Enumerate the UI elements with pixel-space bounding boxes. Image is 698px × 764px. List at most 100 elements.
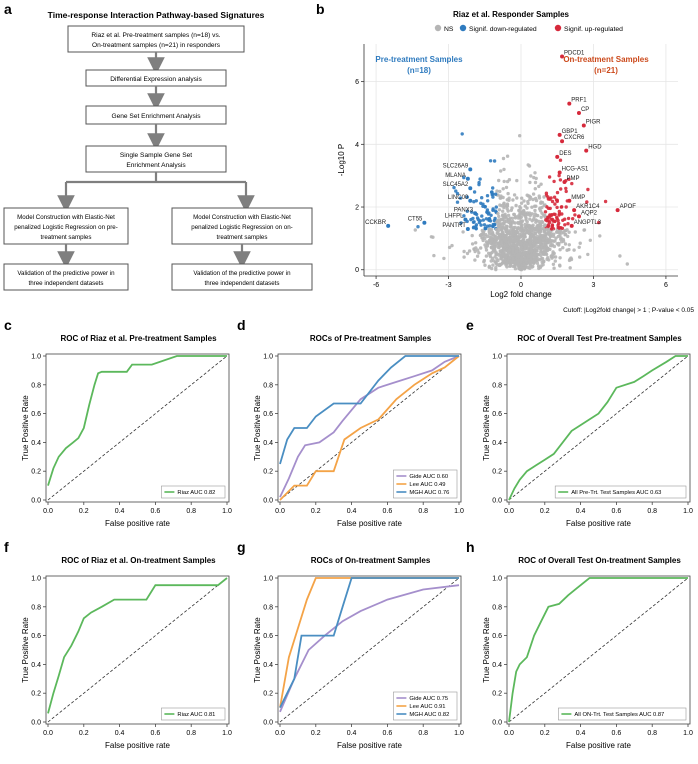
gene-point xyxy=(615,208,620,213)
roc-xlabel: False positive rate xyxy=(105,519,170,528)
flow-left-model-l2: penalized Logistic Regression on pre- xyxy=(14,224,118,231)
volcano-point xyxy=(527,229,531,233)
roc-title: ROC of Riaz et al. On-treatment Samples xyxy=(61,556,216,565)
roc-chance-line xyxy=(508,355,689,501)
volcano-point xyxy=(558,248,562,252)
volcano-x-tick-label: -6 xyxy=(373,282,379,289)
volcano-point xyxy=(553,259,557,263)
volcano-point xyxy=(474,241,478,245)
volcano-point xyxy=(505,154,510,158)
volcano-point xyxy=(501,209,505,213)
gene-point xyxy=(572,208,577,213)
volcano-point xyxy=(526,201,530,206)
roc-chance-line xyxy=(508,577,689,723)
roc-x-tick-label: 0.4 xyxy=(115,730,125,737)
volcano-point xyxy=(522,233,527,237)
volcano-point xyxy=(505,203,509,207)
volcano-point xyxy=(564,189,568,194)
volcano-point xyxy=(501,187,505,191)
gene-point xyxy=(560,54,565,59)
volcano-point xyxy=(522,199,526,203)
roc-curve-all xyxy=(508,355,688,501)
volcano-point xyxy=(489,213,493,217)
volcano-point xyxy=(490,190,494,194)
volcano-point xyxy=(485,224,490,228)
volcano-point xyxy=(531,197,535,202)
roc-y-tick-label: 0.6 xyxy=(263,633,273,640)
volcano-point xyxy=(462,255,466,259)
volcano-point xyxy=(535,219,539,223)
volcano-point xyxy=(546,195,550,199)
volcano-point xyxy=(490,230,495,235)
volcano-point xyxy=(554,236,558,240)
roc-x-tick-label: 1.0 xyxy=(222,730,232,737)
volcano-point xyxy=(543,223,547,228)
volcano-point xyxy=(508,221,513,225)
volcano-point xyxy=(465,251,470,256)
flow-right-valid-l1: Validation of the predictive power in xyxy=(193,270,291,277)
legend-marker xyxy=(434,24,442,32)
volcano-point xyxy=(505,198,509,202)
volcano-point xyxy=(618,254,622,258)
volcano-point xyxy=(522,266,526,270)
volcano-point xyxy=(543,243,547,247)
volcano-point xyxy=(560,240,564,244)
volcano-point xyxy=(536,213,540,218)
roc-x-tick-label: 0.2 xyxy=(540,730,550,737)
volcano-point xyxy=(497,208,502,212)
roc-x-tick-label: 0.2 xyxy=(79,508,89,515)
gene-point xyxy=(560,139,565,144)
roc-xlabel: False positive rate xyxy=(337,741,402,750)
roc-x-tick-label: 0.8 xyxy=(418,508,428,515)
volcano-point xyxy=(504,243,509,247)
roc-ylabel: True Positive Rate xyxy=(253,617,262,683)
volcano-point xyxy=(563,223,567,227)
roc-y-tick-label: 0.8 xyxy=(263,604,273,611)
volcano-point xyxy=(549,254,553,258)
roc-x-tick-label: 0.8 xyxy=(186,730,196,737)
volcano-point xyxy=(508,239,512,244)
volcano-point xyxy=(531,264,535,269)
flow-right-model-l1: Model Construction with Elastic-Net xyxy=(193,214,291,221)
volcano-point xyxy=(568,266,572,270)
volcano-point xyxy=(529,245,533,249)
volcano-point xyxy=(535,247,539,251)
volcano-point xyxy=(472,247,476,251)
volcano-point xyxy=(511,246,515,251)
roc-y-tick-label: 0.0 xyxy=(492,720,502,727)
volcano-plot: Riaz et al. Responder Samples NS Signif. … xyxy=(337,10,694,314)
volcano-point xyxy=(556,218,560,223)
flow-box-samples-line2: On-treatment samples (n=21) in responder… xyxy=(92,42,221,49)
roc-title: ROCs of On-treatment Samples xyxy=(311,556,431,565)
gene-point xyxy=(468,198,473,203)
gene-label: PIGR xyxy=(586,120,601,126)
volcano-point xyxy=(519,219,523,223)
gene-point xyxy=(473,211,478,216)
volcano-on-label-1: On-treatment Samples xyxy=(563,55,649,64)
volcano-y-tick-label: 0 xyxy=(355,267,359,274)
volcano-point xyxy=(555,242,559,246)
roc-y-tick-label: 0.8 xyxy=(263,382,273,389)
roc-legend-label: Riaz AUC 0.81 xyxy=(177,712,215,718)
flow-box-ssgsea-line1: Single Sample Gene Set xyxy=(120,152,192,159)
volcano-point xyxy=(547,219,551,223)
volcano-point xyxy=(494,260,498,264)
volcano-point xyxy=(442,256,446,261)
gene-label: LINC00 xyxy=(448,195,469,201)
roc-x-tick-label: 0.0 xyxy=(275,730,285,737)
gene-label: CT55 xyxy=(408,217,423,223)
volcano-point xyxy=(494,251,498,256)
volcano-point xyxy=(472,225,476,229)
volcano-point xyxy=(510,260,514,265)
volcano-point xyxy=(532,214,536,219)
volcano-point xyxy=(529,174,533,178)
volcano-x-tick-label: -3 xyxy=(445,282,451,289)
roc-x-tick-label: 0.4 xyxy=(115,508,125,515)
volcano-point xyxy=(530,224,534,229)
volcano-point xyxy=(558,256,562,260)
gene-point xyxy=(468,167,473,172)
roc-y-tick-label: 0.6 xyxy=(492,411,502,418)
volcano-point xyxy=(521,212,526,216)
volcano-point xyxy=(519,244,523,249)
